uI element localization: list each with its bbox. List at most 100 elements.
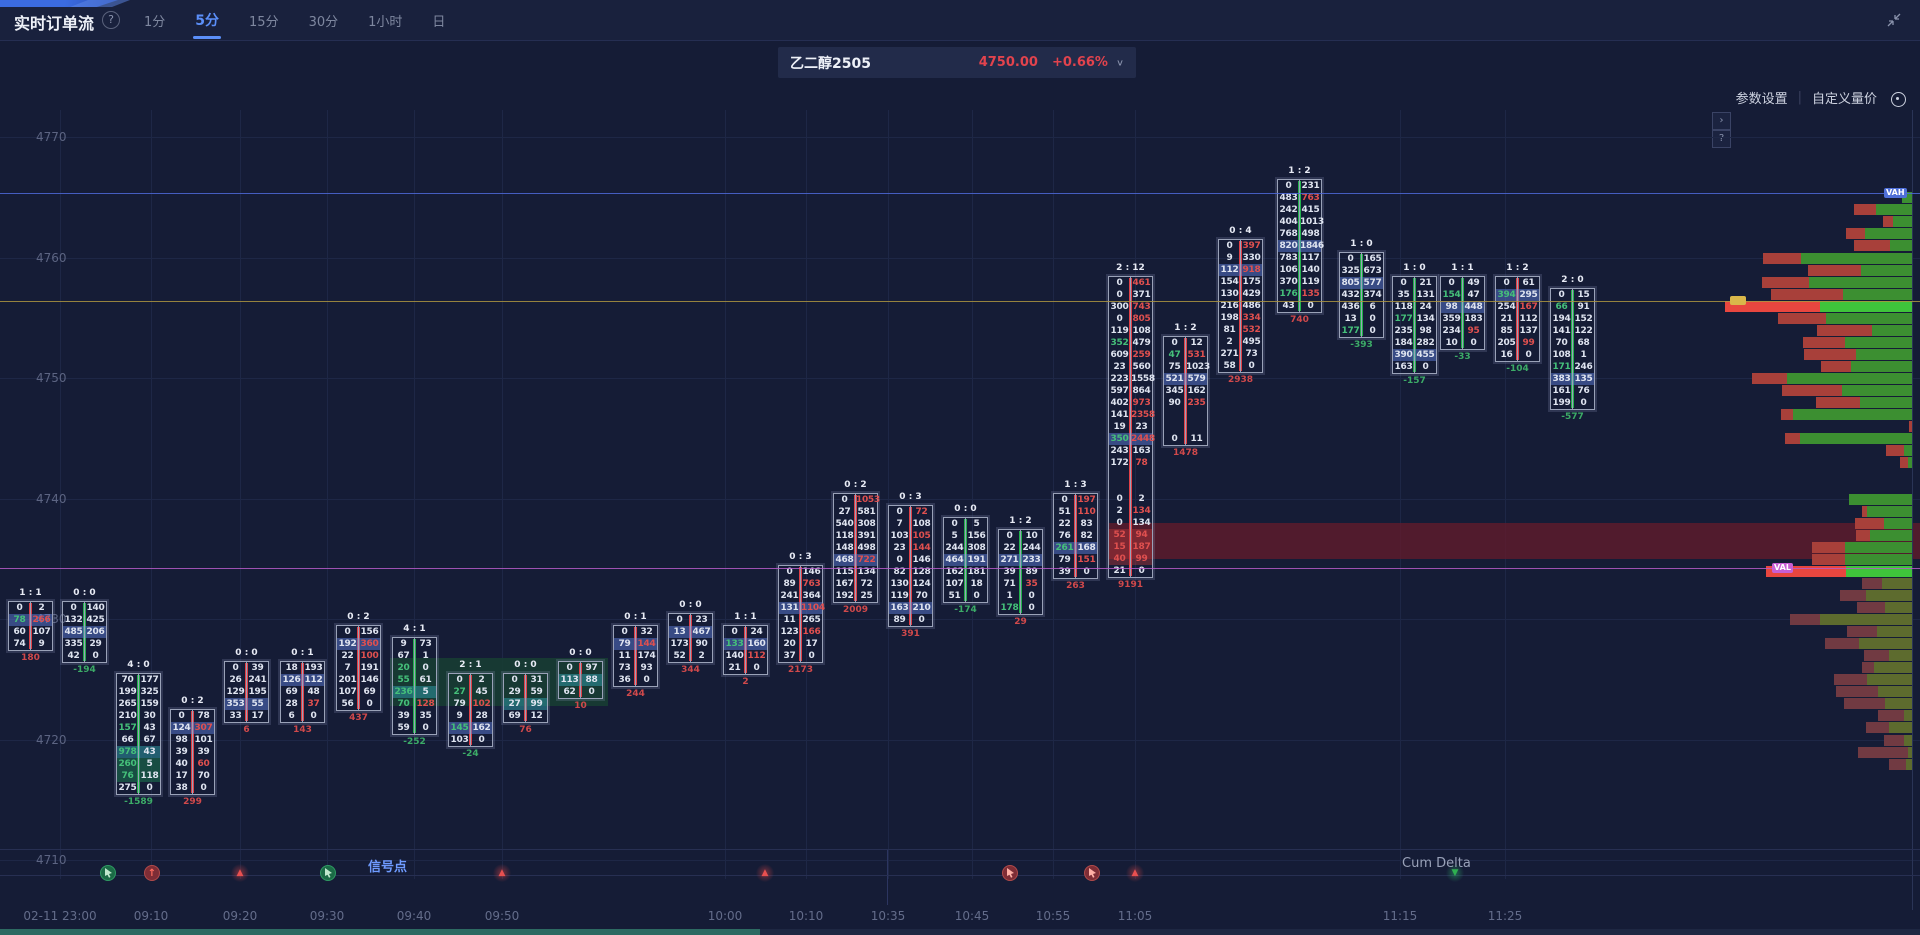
signal-red-triangle-up[interactable]: ▲ (1126, 864, 1144, 882)
tab-日[interactable]: 日 (432, 14, 446, 30)
panel-help-button[interactable]: ? (1712, 130, 1731, 148)
footprint-column[interactable]: 0 23 13 467 173 90 52 2 (668, 613, 713, 663)
footprint-column[interactable]: 0 24 133 160 140 112 21 0 (723, 625, 768, 676)
footprint-chart-canvas[interactable]: 477047604750474047304720471002-11 23:000… (0, 80, 1920, 935)
tab-5分[interactable]: 5分 (193, 0, 221, 41)
footprint-header: 1 : 2 (1174, 322, 1197, 333)
signal-green-circle-cursor[interactable] (99, 864, 117, 882)
footprint-column[interactable]: 18 193 126 112 69 48 28 37 6 0 (280, 661, 325, 724)
footprint-row: 383 135 (1551, 372, 1594, 385)
footprint-delta: -24 (462, 749, 479, 760)
instrument-change: +0.66% (1051, 55, 1108, 70)
footprint-row: 20 17 (779, 637, 822, 650)
footprint-row: 216 486 (1220, 300, 1261, 313)
tab-15分[interactable]: 15分 (249, 14, 279, 30)
profile-bar (1812, 553, 1912, 565)
footprint-column[interactable]: 0 397 9 330 112 918 154 175 130 429 216 486 198 334 81… (1218, 239, 1263, 374)
tab-1小时[interactable]: 1小时 (368, 14, 403, 30)
footprint-column[interactable]: 0 146 89 763 241 364 131 1104 11 265 123 166 20 17 37 0 (778, 564, 825, 663)
footprint-column[interactable]: 0 1053 27 581 540 308 118 391 148 498 468 722 115 134… (833, 492, 880, 603)
footprint-column[interactable]: 0 31 29 59 27 99 69 12 (503, 673, 548, 724)
footprint-column[interactable]: 0 72 7 108 103 105 23 144 0 146 82 128 130 124 119 70 16… (888, 504, 933, 627)
cumdelta-panel-label: Cum Delta (1402, 856, 1471, 871)
footprint-row: 140 112 (725, 650, 766, 663)
signal-red-circle-cursor[interactable] (1001, 864, 1019, 882)
time-label: 11:05 (1117, 909, 1153, 923)
footprint-row: 345 162 (1165, 384, 1206, 397)
panel-expand-button[interactable]: › (1712, 112, 1731, 130)
tab-1分[interactable]: 1分 (144, 14, 166, 30)
profile-bar (1836, 686, 1912, 698)
footprint-row: 39 0 (1054, 565, 1097, 578)
profile-bar (1771, 288, 1912, 300)
signal-red-circle-arrow-up[interactable]: ↑ (143, 864, 161, 882)
footprint-row: 597 864 (1110, 384, 1151, 397)
footprint-column[interactable]: 0 10 22 244 271 233 39 89 71 35 1 0 178 0 (998, 528, 1043, 615)
footprint-header: 0 : 0 (679, 600, 702, 610)
footprint-header: 0 : 4 (1229, 226, 1252, 237)
footprint-row: 404 1013 (1279, 216, 1324, 229)
footprint-row: 0 61 (1496, 276, 1539, 289)
footprint-column[interactable]: 0 2 78 266 60 107 74 9 (8, 600, 53, 651)
footprint-header: 0 : 0 (73, 587, 96, 598)
footprint-column[interactable]: 0 39 26 241 129 195 353 55 33 17 (224, 661, 269, 724)
footprint-column[interactable]: 70 177 199 325 265 159 210 30 157 43 66 67 978 43 260 5… (116, 673, 161, 796)
profile-bar (1817, 324, 1912, 336)
footprint-row: 223 1558 (1110, 372, 1155, 385)
signal-red-triangle-up[interactable]: ▲ (493, 864, 511, 882)
footprint-column[interactable]: 0 97 113 88 62 0 (558, 661, 603, 700)
visibility-icon[interactable] (1891, 92, 1906, 107)
profile-bar (1844, 698, 1912, 710)
footprint-delta: 344 (681, 665, 700, 675)
signal-green-circle-cursor[interactable] (319, 864, 337, 882)
footprint-row: 7 191 (344, 662, 379, 675)
footprint-row: 0 31 (504, 674, 547, 687)
custom-volume-button[interactable]: 自定义量价 (1811, 92, 1877, 107)
footprint-column[interactable]: 0 165 325 673 805 577 432 374 436 6 13 0 177 0 (1339, 251, 1384, 338)
footprint-row: 13 0 (1340, 312, 1383, 325)
footprint-column[interactable]: 9 73 67 1 20 0 55 61 236 5 70 128 39 35 59 0 (392, 637, 437, 736)
footprint-row: 59 0 (393, 722, 436, 735)
footprint-column[interactable]: 0 49 154 47 98 448 359 183 234 95 10 0 (1440, 275, 1485, 350)
footprint-delta: 10 (574, 701, 587, 712)
signal-red-triangle-up[interactable]: ▲ (756, 864, 774, 882)
footprint-column[interactable]: 0 197 51 110 22 83 76 82 261 168 79 151 39 0 (1053, 492, 1098, 579)
footprint-column[interactable]: 0 15 66 91 194 152 141 122 70 68 108 1 171 246 383 135 1… (1550, 287, 1595, 410)
footprint-row: 103 0 (449, 734, 492, 747)
footprint-column[interactable]: 0 78 124 307 98 101 39 39 40 60 17 70 38 0 (170, 709, 215, 796)
time-gridline (414, 110, 415, 879)
tab-30分[interactable]: 30分 (308, 14, 339, 30)
footprint-column[interactable]: 0 231 483 763 242 415 404 1013 768 498 820 1846 783 1… (1277, 179, 1324, 314)
profile-bar (1909, 421, 1912, 433)
footprint-header: 2 : 0 (1561, 274, 1584, 285)
footprint-row: 2 134 (1116, 504, 1151, 517)
horizontal-scrollbar[interactable] (0, 929, 1920, 935)
footprint-row: 98 101 (175, 734, 213, 747)
param-settings-button[interactable]: 参数设置 (1735, 92, 1788, 107)
footprint-row: 112 918 (1219, 264, 1262, 277)
footprint-row: 390 455 (1393, 348, 1436, 361)
signal-panel-label: 信号点 (368, 860, 408, 875)
signal-green-triangle-down[interactable]: ▼ (1446, 864, 1464, 882)
signal-red-circle-cursor[interactable] (1083, 864, 1101, 882)
footprint-column[interactable]: 0 156 192 360 22 100 7 191 201 146 107 69 56 0 (336, 625, 381, 712)
footprint-column[interactable]: 0 61 394 295 254 167 21 112 85 137 205 99 16 0 (1495, 275, 1540, 362)
help-icon[interactable]: ? (102, 11, 120, 29)
footprint-row: 0 78 (171, 710, 214, 723)
footprint-column[interactable]: 0 140 132 425 485 206 335 29 42 0 (62, 600, 107, 663)
time-label: 10:45 (954, 909, 990, 923)
footprint-column[interactable]: 0 461 0 371 300 743 0 805 119 108 352 479 609 259 23 56… (1108, 275, 1155, 578)
scrollbar-thumb[interactable] (0, 929, 760, 935)
footprint-column[interactable]: 0 2 27 45 79 102 9 28 145 162 103 0 (448, 673, 493, 748)
footprint-column[interactable]: 0 12 47 531 75 1023 521 579 345 162 90 235 0 11 (1163, 335, 1210, 446)
footprint-column[interactable]: 0 32 79 144 11 174 73 93 36 0 (613, 625, 658, 688)
footprint-row: 35 131 (1397, 288, 1435, 301)
instrument-selector[interactable]: 乙二醇2505 4750.00 +0.66% ∨ (778, 47, 1136, 78)
footprint-row: 70 68 (1551, 336, 1594, 349)
footprint-row: 107 69 (337, 686, 380, 699)
footprint-column[interactable]: 0 21 35 131 118 24 177 134 235 98 184 282 390 455 163 0 (1392, 275, 1437, 374)
footprint-column[interactable]: 0 5 5 156 244 308 464 191 162 181 107 18 51 0 (943, 516, 988, 603)
signal-red-triangle-up[interactable]: ▲ (231, 864, 249, 882)
collapse-icon[interactable] (1886, 12, 1902, 28)
